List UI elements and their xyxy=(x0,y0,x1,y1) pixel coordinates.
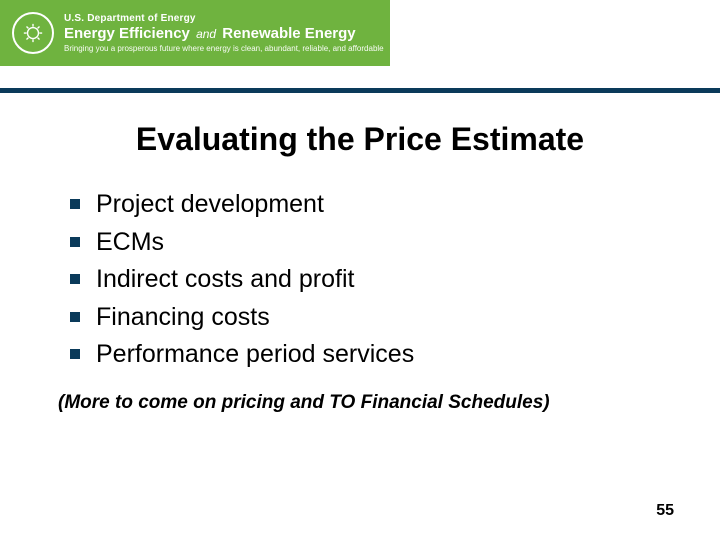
bullet-square-icon xyxy=(70,199,80,209)
bullet-text: ECMs xyxy=(96,224,164,262)
note-text: (More to come on pricing and TO Financia… xyxy=(56,392,664,414)
bullet-square-icon xyxy=(70,237,80,247)
page-number: 55 xyxy=(656,502,674,520)
content: Evaluating the Price Estimate Project de… xyxy=(0,93,720,414)
list-item: Project development xyxy=(70,186,664,224)
header-department: U.S. Department of Energy xyxy=(64,13,384,25)
bullet-text: Indirect costs and profit xyxy=(96,261,354,299)
doe-seal-icon xyxy=(12,12,54,54)
bullet-text: Financing costs xyxy=(96,299,270,337)
header-program-b: Renewable Energy xyxy=(222,25,355,42)
header-program-and: and xyxy=(194,27,218,41)
list-item: Financing costs xyxy=(70,299,664,337)
slide: U.S. Department of Energy Energy Efficie… xyxy=(0,0,720,540)
bullet-square-icon xyxy=(70,274,80,284)
bullet-list: Project development ECMs Indirect costs … xyxy=(56,186,664,374)
bullet-square-icon xyxy=(70,349,80,359)
slide-title: Evaluating the Price Estimate xyxy=(56,121,664,158)
header-right xyxy=(390,0,720,66)
header-text: U.S. Department of Energy Energy Efficie… xyxy=(64,13,384,54)
list-item: Indirect costs and profit xyxy=(70,261,664,299)
header-program: Energy Efficiency and Renewable Energy xyxy=(64,25,384,42)
header-band: U.S. Department of Energy Energy Efficie… xyxy=(0,0,720,66)
bullet-text: Project development xyxy=(96,186,324,224)
list-item: Performance period services xyxy=(70,336,664,374)
header-program-a: Energy Efficiency xyxy=(64,25,190,42)
header-tagline: Bringing you a prosperous future where e… xyxy=(64,44,384,53)
list-item: ECMs xyxy=(70,224,664,262)
header-left: U.S. Department of Energy Energy Efficie… xyxy=(0,0,390,66)
bullet-square-icon xyxy=(70,312,80,322)
bullet-text: Performance period services xyxy=(96,336,414,374)
